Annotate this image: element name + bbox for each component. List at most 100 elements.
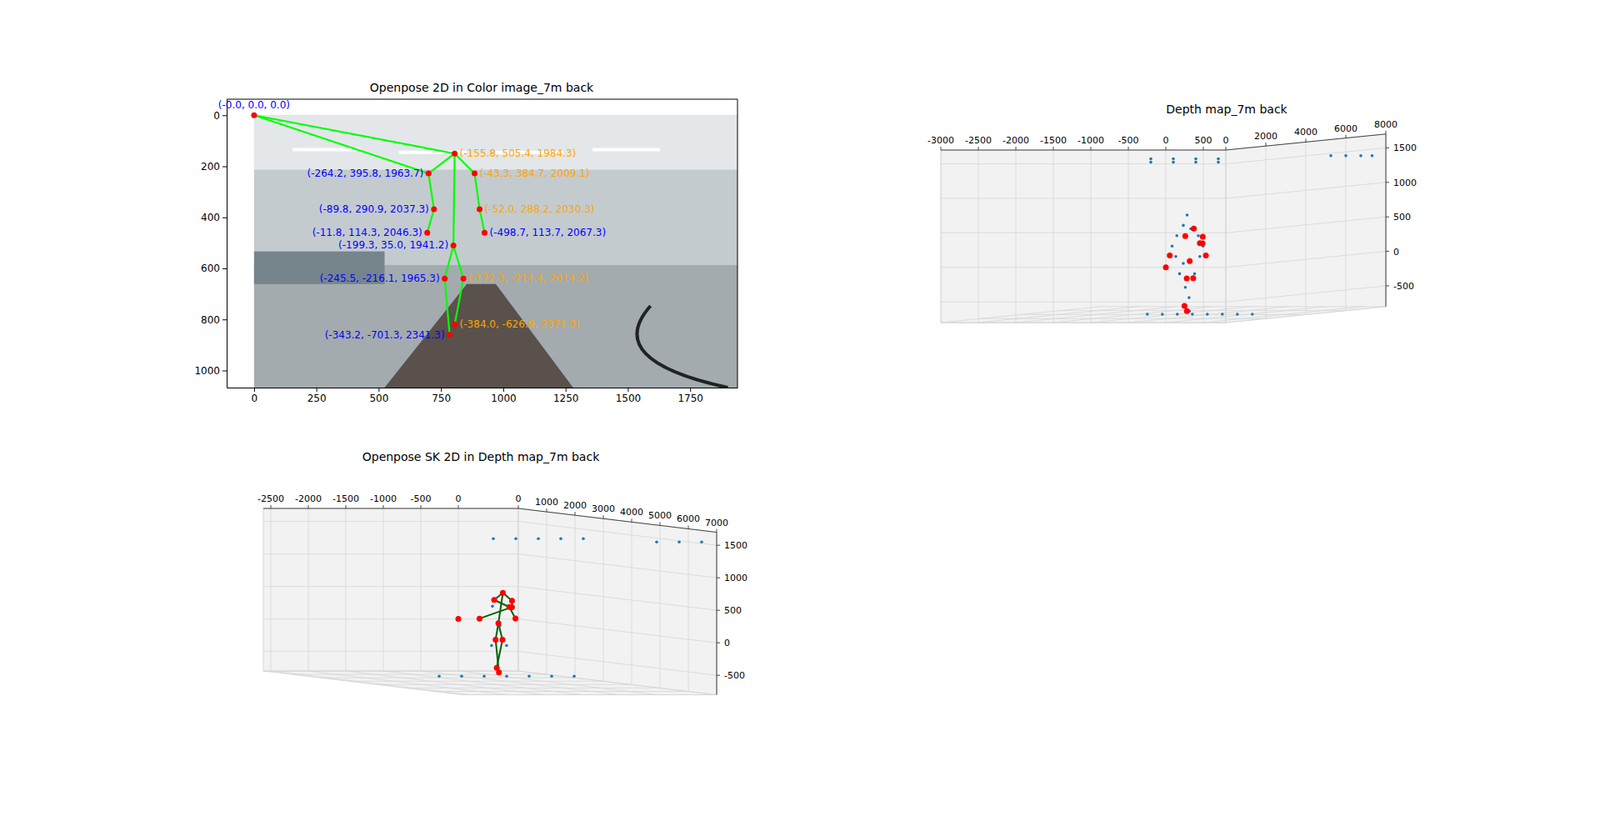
grid-line	[383, 508, 385, 671]
x-tick-mark	[420, 505, 422, 509]
grid-line	[345, 508, 347, 671]
x-tick-label: -2000	[1002, 135, 1030, 146]
y-tick-label: 0	[213, 110, 220, 122]
x-tick-mark	[458, 505, 460, 509]
keypoint	[250, 112, 257, 119]
frame-right	[737, 99, 739, 388]
x-tick: 1500	[615, 387, 642, 405]
marks	[1145, 154, 1374, 316]
photo-light	[592, 147, 660, 151]
keypoint	[451, 150, 458, 157]
y-tick-label: 2000	[563, 500, 587, 511]
keypoint	[441, 275, 448, 282]
x-tick-mark	[690, 387, 691, 392]
photo-floor	[254, 265, 738, 388]
grid-line	[420, 508, 422, 671]
z-tick-label: 1500	[1393, 142, 1417, 154]
chart-title: Depth map_7m back	[1165, 102, 1288, 116]
x-tick-label: -3000	[927, 135, 955, 146]
y-tick-label: 600	[200, 262, 220, 275]
grid-line	[631, 521, 633, 685]
cloud-point	[1250, 312, 1255, 316]
cloud-point	[1149, 157, 1153, 161]
cloud-point	[490, 605, 495, 609]
grid-line	[263, 520, 519, 522]
z-tick-mark	[716, 675, 720, 676]
x-tick-mark	[1128, 146, 1130, 150]
keypoint	[476, 615, 483, 622]
cloud-point	[1175, 234, 1179, 238]
keypoint	[451, 321, 458, 328]
x-tick-mark	[1090, 146, 1092, 150]
z-tick-label: -500	[724, 670, 745, 681]
x-tick-label: -1500	[332, 493, 360, 505]
cloud-point	[1174, 255, 1178, 259]
grid-line	[320, 677, 575, 679]
keypoint	[425, 170, 432, 177]
x-tick: 750	[431, 387, 451, 405]
y-tick: 1000	[194, 365, 227, 377]
grid-line	[518, 554, 717, 579]
x-tick: 1750	[677, 387, 704, 405]
x-tick-label: 500	[1195, 135, 1213, 146]
y-tick: 400	[200, 211, 227, 224]
skeleton-edge	[428, 173, 435, 210]
grid-line	[940, 266, 1226, 268]
x-tick-label: 1000	[490, 392, 517, 405]
cloud-point	[1344, 154, 1348, 158]
x-tick-label: -2500	[257, 493, 285, 505]
grid	[263, 508, 717, 695]
axes: -3000-2500-2000-1500-1000-50005000200040…	[927, 119, 1417, 307]
grid-line	[263, 650, 519, 652]
grid-line	[1060, 310, 1346, 311]
grid-line	[1225, 182, 1386, 199]
keypoint-label: (-43.3, 384.7, 2009.1)	[480, 167, 590, 180]
grid-line	[575, 515, 576, 678]
x-tick-mark	[978, 146, 980, 150]
cloud-point	[1149, 160, 1153, 165]
grid-line	[1053, 150, 1055, 323]
keypoint-label: (-343.2, -701.3, 2341.3)	[325, 329, 445, 341]
y-tick-mark	[575, 511, 576, 515]
keypoint	[471, 170, 478, 177]
y-tick-mark	[222, 319, 227, 320]
keypoint	[1163, 264, 1170, 270]
cloud-point	[1178, 272, 1182, 276]
grid-line	[461, 694, 717, 695]
photo-wall	[254, 115, 738, 388]
keypoint-label: (-52.0, 288.2, 2030.3)	[485, 203, 595, 215]
x-tick-label: 1750	[677, 392, 704, 405]
keypoint	[446, 331, 453, 338]
keypoint	[490, 596, 497, 603]
y-tick-label: 0	[1223, 135, 1230, 146]
y-tick-label: 0	[515, 493, 522, 505]
x-tick-mark	[1165, 146, 1167, 150]
grid-line	[1225, 216, 1386, 233]
z-tick-mark	[1385, 216, 1390, 218]
keypoint	[460, 275, 467, 282]
y-tick-mark	[1385, 130, 1387, 135]
keypoint-label: (-0.0, 0.0, 0.0)	[218, 99, 290, 111]
y-tick: 600	[200, 262, 227, 275]
keypoint-label: (-245.5, -216.1, 1965.3)	[320, 272, 440, 285]
grid-line	[1100, 305, 1386, 307]
axes: -2500-2000-1500-1000-5000010002000300040…	[257, 493, 748, 695]
cloud-point	[527, 675, 531, 679]
z-tick-label: 1000	[1393, 177, 1417, 189]
keypoint	[509, 597, 515, 604]
x-tick-mark	[440, 387, 442, 392]
y-tick-label: 7000	[705, 517, 729, 529]
keypoint	[1181, 302, 1188, 309]
z-tick-mark	[716, 577, 720, 579]
keypoint-label: (-264.2, 395.8, 1963.7)	[307, 167, 425, 180]
keypoint	[492, 636, 499, 643]
grid-line	[1225, 285, 1386, 302]
pane-side	[1225, 134, 1386, 323]
grid-line	[270, 508, 272, 671]
skeleton-edge	[445, 278, 450, 335]
cloud-point	[1181, 261, 1185, 265]
keypoint-label: (-172.3, -214.4, 2014.2)	[468, 272, 589, 285]
y-tick-mark	[518, 505, 520, 509]
x-tick-mark	[627, 387, 629, 392]
z-tick-mark	[1385, 250, 1390, 252]
